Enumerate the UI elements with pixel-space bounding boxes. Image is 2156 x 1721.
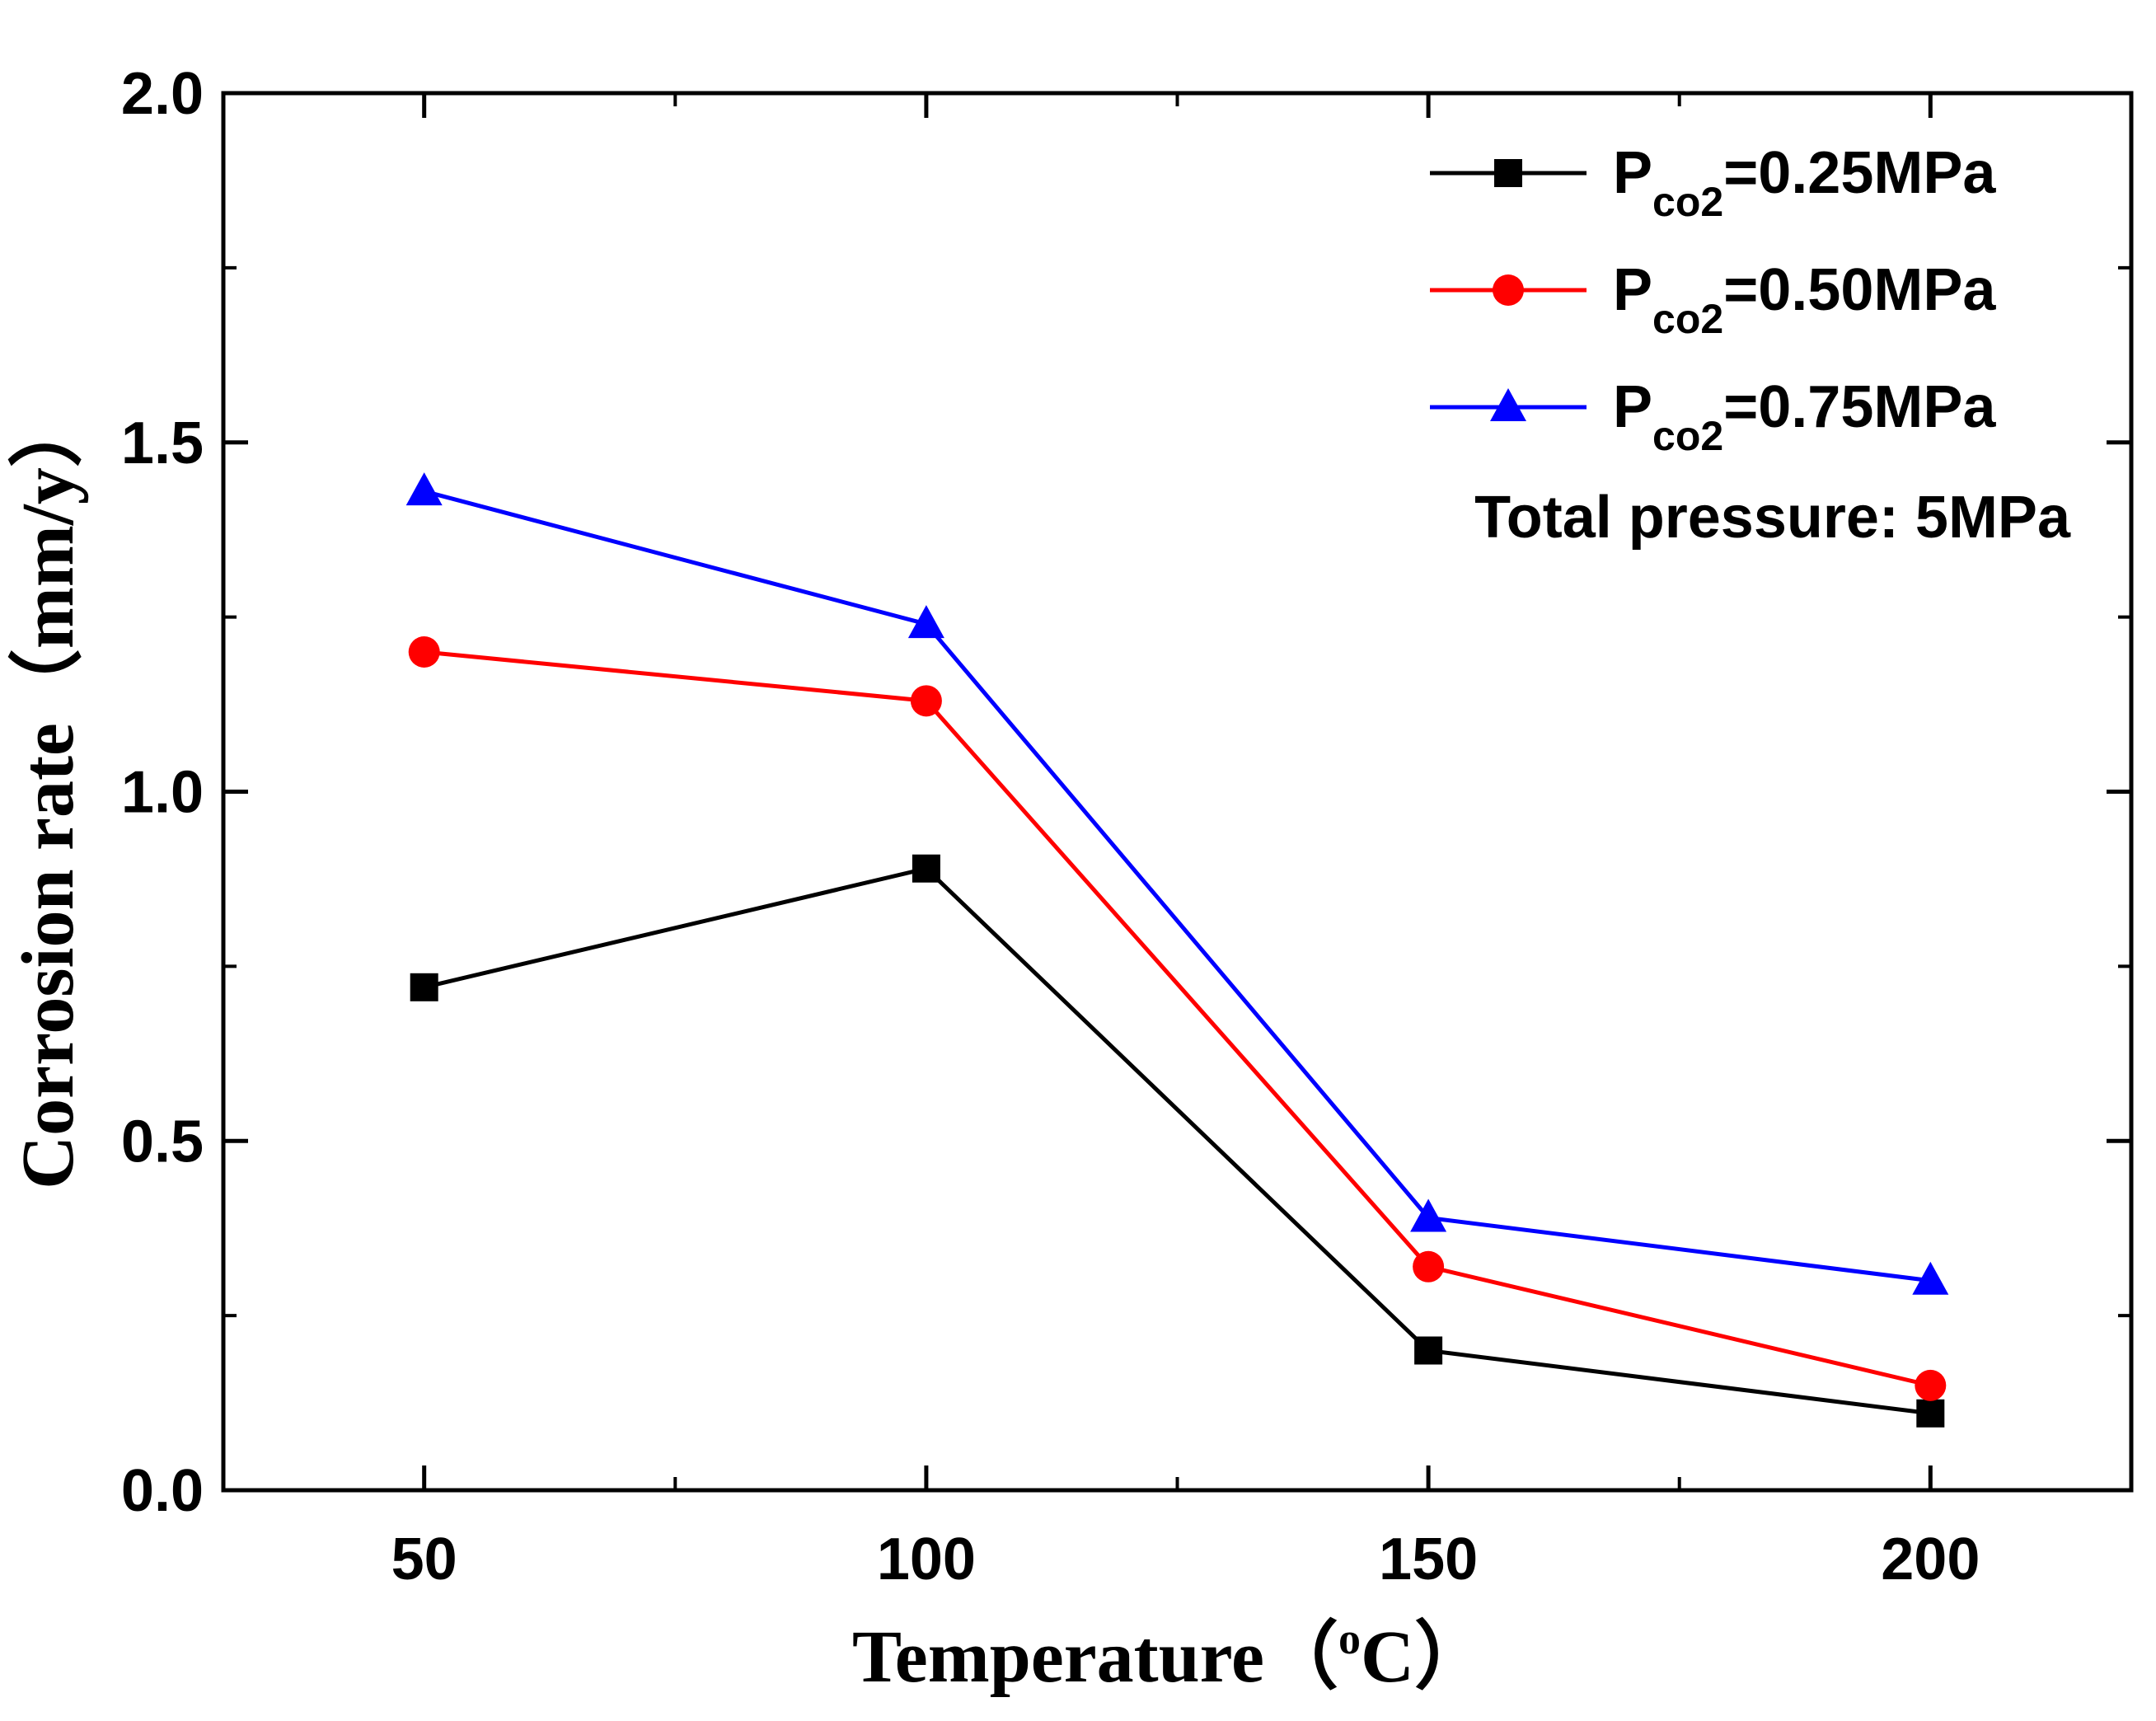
data-point [1410,1198,1447,1232]
data-point [410,973,438,1001]
data-point [1916,1399,1945,1428]
y-tick-label: 1.0 [121,760,204,826]
data-point [907,605,944,639]
series-layer [405,472,1949,1428]
legend-label: Pco2=0.50MPa [1613,257,1996,342]
legend-item: Pco2=0.50MPa [1430,257,1996,342]
legend-marker [1494,159,1522,187]
legend-marker [1493,274,1524,306]
x-tick-label: 150 [1379,1526,1478,1592]
data-point [408,636,440,668]
tick-labels: 50 100 150 200 0.0 0.5 1.0 1.5 2.0 [121,61,1980,1592]
y-tick-label: 2.0 [121,61,204,127]
data-point [405,472,443,506]
x-tick-label: 50 [391,1526,457,1592]
y-axis-title: Corrosion rate（mm/y） [7,393,89,1189]
series-line [424,489,1931,1283]
series-line [424,649,1931,1388]
series-1 [410,854,1945,1428]
legend-item: Pco2=0.75MPa [1430,374,1996,459]
y-tick-label: 1.5 [121,410,204,476]
legend-label: Pco2=0.75MPa [1613,374,1996,459]
total-pressure-annotation: Total pressure: 5MPa [1474,485,2071,551]
data-point [1413,1250,1445,1283]
series-line [424,865,1931,1416]
plot-frame [221,91,2134,1493]
data-point [1414,1336,1443,1365]
y-tick-label: 0.5 [121,1109,204,1175]
legend: Pco2=0.25MPa Pco2=0.50MPa Pco2=0.75MPa [1430,140,1996,459]
x-tick-label: 200 [1881,1526,1980,1592]
legend-item: Pco2=0.25MPa [1430,140,1996,225]
series-2 [408,636,1947,1401]
legend-marker [1490,388,1526,421]
data-point [1915,1369,1947,1401]
x-tick-label: 100 [877,1526,976,1592]
data-point [910,685,942,717]
legend-label: Pco2=0.25MPa [1613,140,1996,225]
data-point [1912,1261,1949,1295]
degree-superscript: o [1338,1614,1361,1663]
data-point [912,854,940,883]
y-tick-label: 0.0 [121,1458,204,1524]
series-3 [405,472,1949,1295]
x-axis-title: Temperature（oC） [852,1614,1488,1698]
